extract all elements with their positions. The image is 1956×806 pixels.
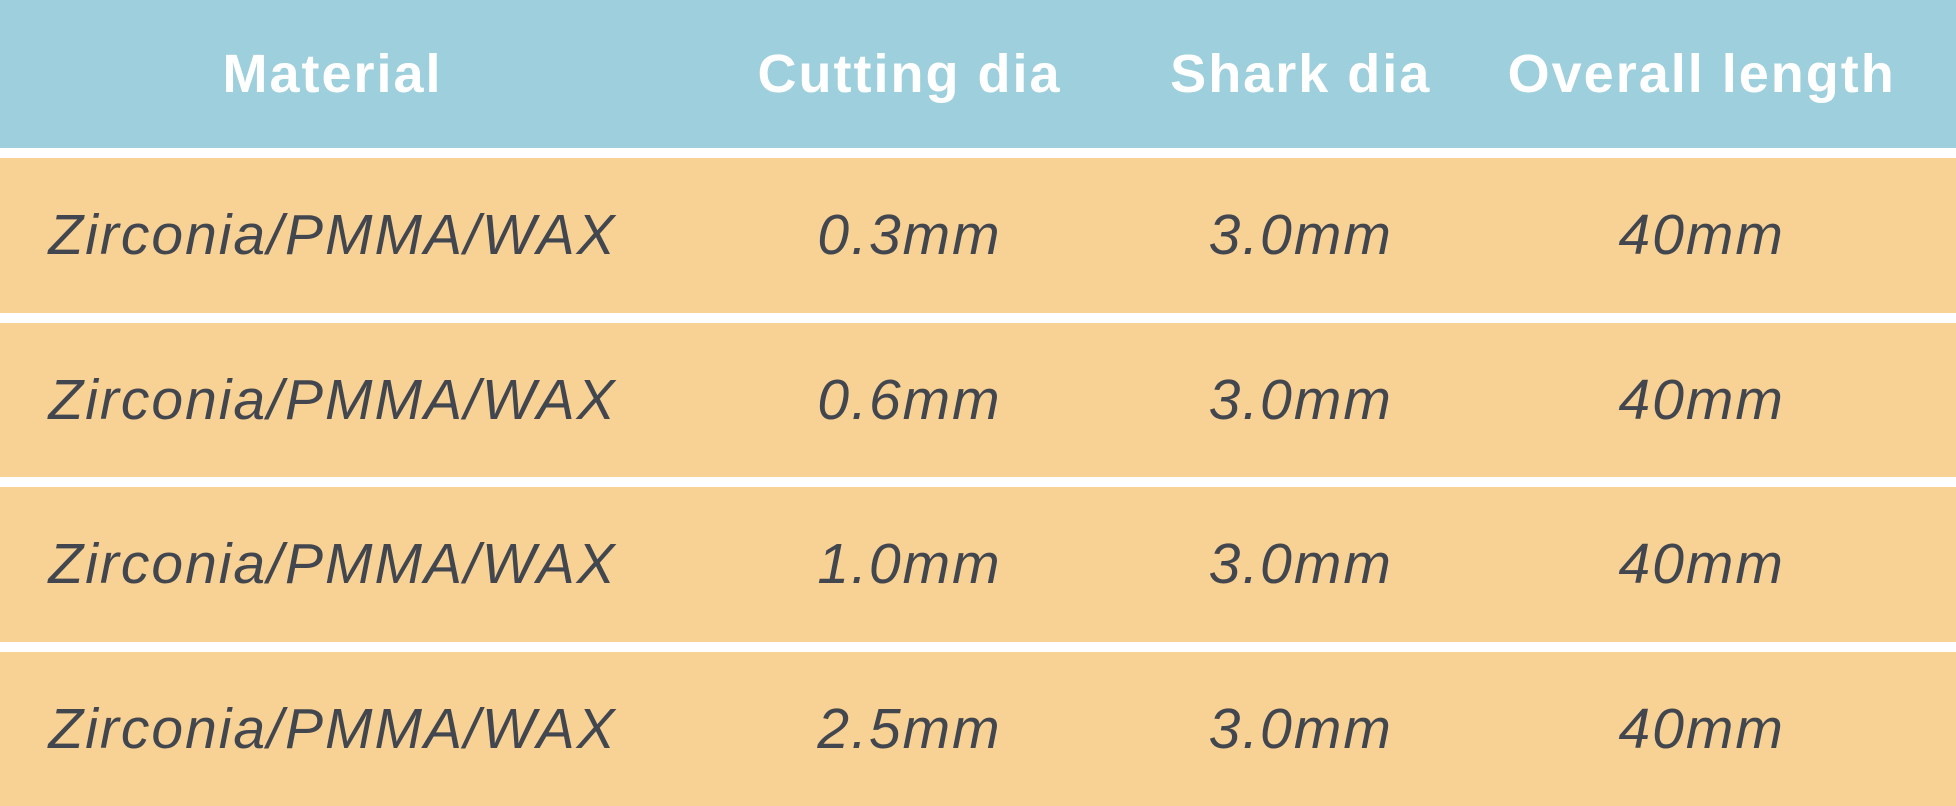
header-cell-cutting-dia: Cutting dia (757, 44, 1062, 104)
cell-cutting-dia: 0.6mm (817, 367, 1002, 432)
cell-shark-dia: 3.0mm (1208, 367, 1393, 432)
cell-cutting-dia: 2.5mm (817, 696, 1002, 761)
header-cell-overall-length: Overall length (1507, 44, 1896, 104)
cell-material: Zirconia/PMMA/WAX (48, 203, 617, 268)
cell-cutting-dia: 1.0mm (817, 532, 1002, 597)
cell-cutting-dia: 0.3mm (817, 203, 1002, 268)
cell-overall-length: 40mm (1618, 696, 1785, 761)
cell-material: Zirconia/PMMA/WAX (48, 367, 617, 432)
header-row: Material Cutting dia Shark dia Overall l… (0, 0, 1956, 148)
table-row: Zirconia/PMMA/WAX 0.3mm 3.0mm 40mm (0, 158, 1956, 313)
cell-material: Zirconia/PMMA/WAX (48, 532, 617, 597)
cell-shark-dia: 3.0mm (1208, 532, 1393, 597)
cell-overall-length: 40mm (1618, 367, 1785, 432)
cell-overall-length: 40mm (1618, 532, 1785, 597)
table-row: Zirconia/PMMA/WAX 1.0mm 3.0mm 40mm (0, 487, 1956, 642)
cell-shark-dia: 3.0mm (1208, 203, 1393, 268)
cell-shark-dia: 3.0mm (1208, 696, 1393, 761)
header-cell-material: Material (222, 44, 443, 104)
table-row: Zirconia/PMMA/WAX 0.6mm 3.0mm 40mm (0, 322, 1956, 477)
header-cell-shark-dia: Shark dia (1170, 44, 1432, 104)
table-row: Zirconia/PMMA/WAX 2.5mm 3.0mm 40mm (0, 651, 1956, 806)
cell-material: Zirconia/PMMA/WAX (48, 696, 617, 761)
cell-overall-length: 40mm (1618, 203, 1785, 268)
